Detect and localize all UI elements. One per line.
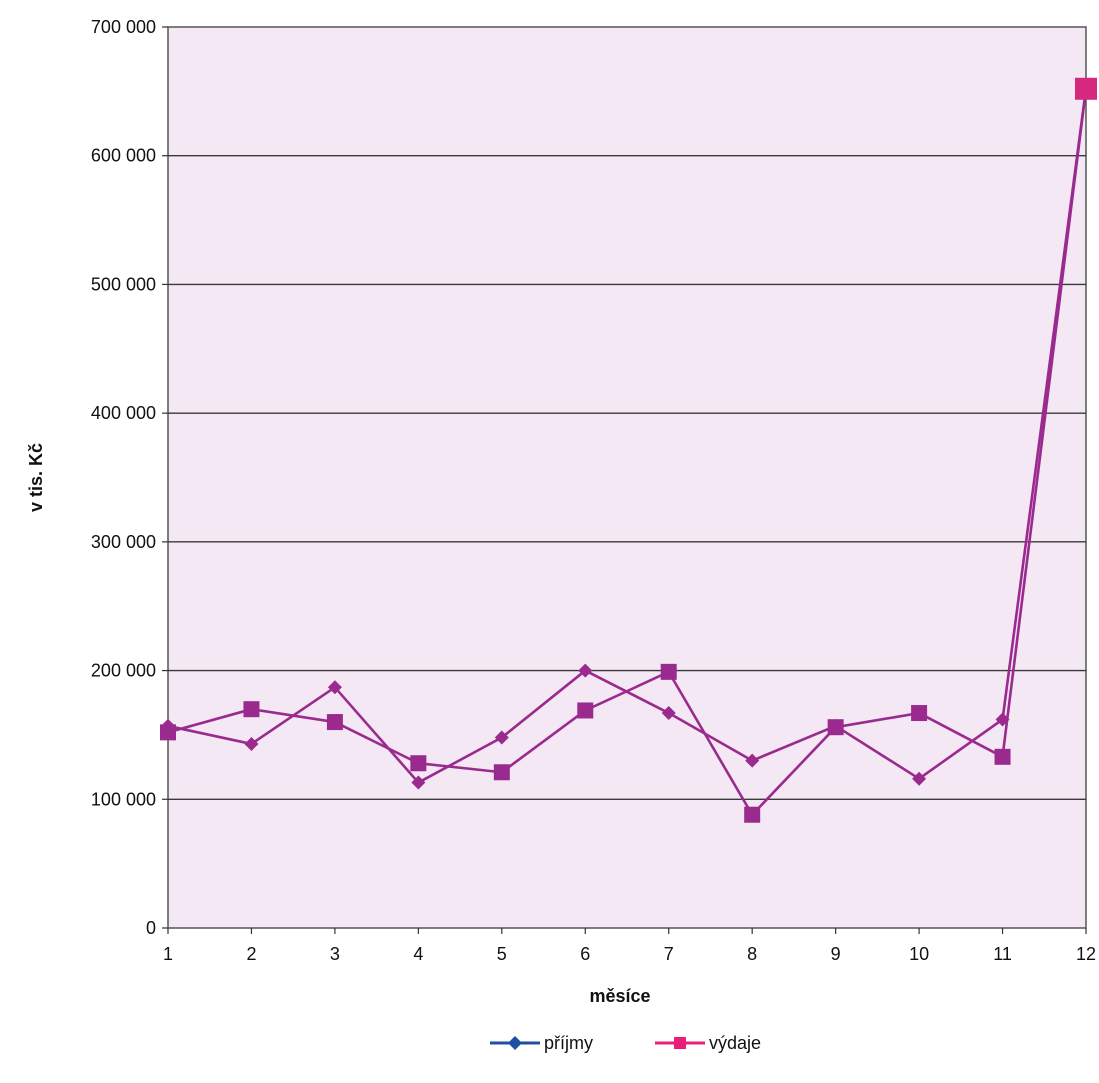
series-line-2 (167, 88, 1088, 817)
x-axis-title: měsíce (589, 986, 650, 1006)
data-point (411, 775, 426, 790)
x-tick-label: 10 (909, 944, 929, 964)
data-point (660, 663, 677, 680)
data-point (1075, 77, 1097, 100)
x-tick-label: 4 (413, 944, 423, 964)
y-tick-label: 400 000 (91, 403, 156, 423)
data-point (661, 706, 676, 721)
data-point (744, 806, 761, 823)
y-axis-title: v tis. Kč (26, 443, 46, 512)
x-tick-label: 2 (246, 944, 256, 964)
data-point (410, 755, 427, 772)
series-lines (167, 88, 1088, 817)
x-axis-ticks: 1 2 3 4 5 6 7 8 9 10 11 12 (163, 928, 1096, 964)
legend-label: výdaje (709, 1033, 761, 1053)
x-tick-label: 11 (993, 944, 1012, 964)
data-point (995, 712, 1010, 727)
data-point (745, 753, 760, 768)
x-tick-label: 9 (831, 944, 841, 964)
gridlines (168, 155, 1086, 800)
data-point (160, 724, 176, 741)
data-point (911, 705, 928, 722)
data-point (494, 730, 509, 745)
series-markers (160, 77, 1097, 823)
x-tick-label: 1 (163, 944, 173, 964)
y-tick-label: 300 000 (91, 532, 156, 552)
data-point (827, 719, 844, 736)
legend: příjmy výdaje (490, 1033, 761, 1053)
data-point (493, 764, 510, 781)
y-axis-ticks: 0 100 000 200 000 300 000 400 000 500 000 600 … (91, 17, 168, 938)
x-tick-label: 7 (664, 944, 674, 964)
data-point (327, 680, 342, 695)
x-tick-label: 5 (497, 944, 507, 964)
legend-marker (508, 1036, 522, 1050)
x-tick-label: 3 (330, 944, 340, 964)
x-tick-label: 6 (580, 944, 590, 964)
data-point (326, 714, 343, 731)
x-tick-label: 12 (1076, 944, 1096, 964)
y-tick-label: 100 000 (91, 789, 156, 809)
y-tick-label: 600 000 (91, 146, 156, 166)
legend-marker (674, 1037, 686, 1049)
data-point (578, 663, 593, 678)
data-point (244, 736, 259, 751)
data-point (577, 702, 594, 719)
y-tick-label: 0 (146, 918, 156, 938)
x-tick-label: 8 (747, 944, 757, 964)
plot-area (167, 26, 1087, 929)
data-point (994, 748, 1011, 765)
y-tick-label: 700 000 (91, 17, 156, 37)
y-tick-label: 500 000 (91, 274, 156, 294)
data-point (912, 771, 927, 786)
legend-label: příjmy (544, 1033, 593, 1053)
data-point (243, 701, 260, 718)
y-tick-label: 200 000 (91, 661, 156, 681)
